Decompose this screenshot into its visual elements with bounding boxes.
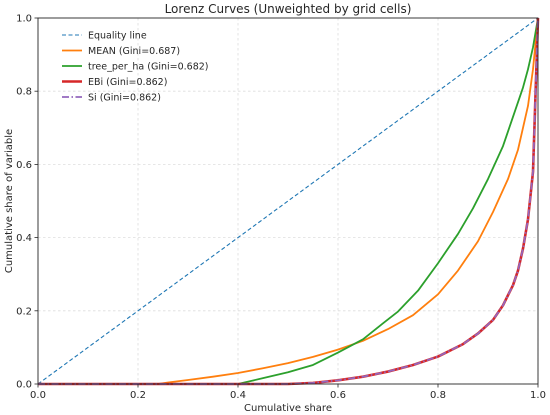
plot-frame: [37, 17, 539, 385]
series-layer: [37, 17, 540, 386]
legend-label-3: EBi (Gini=0.862): [88, 77, 167, 88]
x-tick-label: 0.6: [330, 390, 346, 401]
series-line-0: [37, 17, 539, 385]
x-tick-label: 1.0: [530, 390, 546, 401]
legend-label-2: tree_per_ha (Gini=0.682): [88, 62, 209, 73]
legend: Equality line MEAN (Gini=0.687) tree_per_h…: [62, 31, 209, 104]
series-line-1: [38, 17, 539, 385]
chart-title: Lorenz Curves (Unweighted by grid cells): [165, 2, 412, 16]
series-line-2: [38, 17, 539, 385]
x-tick-label: 0.2: [130, 390, 146, 401]
x-axis-title: Cumulative share: [244, 403, 332, 414]
y-tick-label: 0.4: [16, 233, 32, 244]
axis-ticks: 0.0 0.2 0.4 0.6 0.8 1.0 0.0 0.2 0.4 0.6 0.8 1.0: [16, 14, 546, 402]
y-tick-label: 0.8: [16, 87, 32, 98]
y-tick-label: 0.0: [16, 380, 32, 391]
y-tick-label: 0.2: [16, 306, 32, 317]
legend-label-1: MEAN (Gini=0.687): [88, 46, 180, 57]
x-tick-label: 0.4: [230, 390, 246, 401]
y-tick-label: 1.0: [16, 14, 32, 25]
x-tick-label: 0.8: [430, 390, 446, 401]
x-tick-label: 0.0: [30, 390, 46, 401]
series-line-3: [38, 17, 540, 386]
y-axis-title: Cumulative share of variable: [4, 129, 15, 273]
y-tick-label: 0.6: [16, 160, 32, 171]
legend-label-0: Equality line: [88, 31, 147, 42]
legend-label-4: Si (Gini=0.862): [88, 93, 161, 104]
